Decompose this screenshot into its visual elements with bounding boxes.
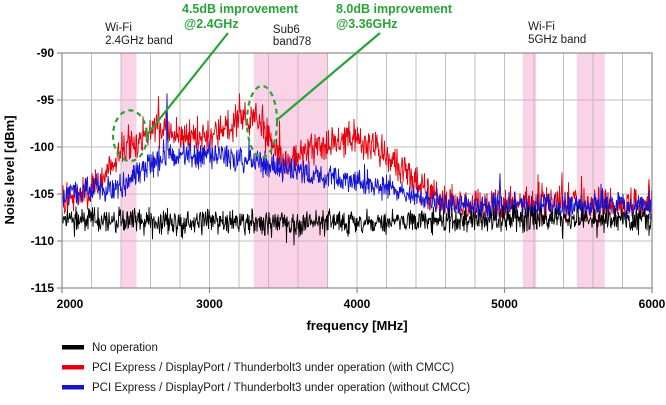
x-tick-label: 5000 [491, 297, 518, 311]
band-label: band78 [273, 36, 311, 48]
x-tick-label: 4000 [344, 297, 371, 311]
band-label: Wi-Fi [528, 21, 555, 33]
y-tick-label: -115 [31, 281, 55, 295]
legend-swatch [62, 345, 84, 350]
band-label: 5GHz band [528, 34, 586, 46]
y-tick-label: -90 [37, 46, 55, 60]
y-tick-label: -110 [31, 234, 55, 248]
annotation-text-line1: 8.0dB improvement [336, 2, 453, 16]
highlight-ellipse [111, 109, 149, 163]
annotation-text-line2: @3.36GHz [336, 17, 398, 31]
annotation-text-line2: @2.4GHz [184, 17, 239, 31]
legend-swatch [62, 385, 84, 390]
annotation-layer [111, 32, 381, 163]
legend-swatch [62, 365, 84, 370]
frequency-band-highlight [576, 53, 605, 288]
annotation-improvement-3_36ghz: 8.0dB improvement @3.36GHz [336, 2, 453, 31]
y-axis-title: Noise level [dBm] [2, 115, 17, 224]
annotation-pointer-line-3_36ghz [277, 32, 381, 120]
x-tick-label: 6000 [639, 297, 666, 311]
legend: No operation PCI Express / DisplayPort / … [62, 342, 470, 394]
frequency-band-highlight [522, 53, 537, 288]
trace-layer [61, 93, 653, 246]
annotation-improvement-2_4ghz: 4.5dB improvement @2.4GHz [182, 2, 299, 31]
x-tick-label: 3000 [196, 297, 223, 311]
x-axis-title: frequency [MHz] [306, 318, 407, 333]
y-tick-label: -100 [30, 140, 54, 154]
annotation-text-line1: 4.5dB improvement [182, 2, 299, 16]
band-label: Wi-Fi [105, 22, 132, 34]
legend-label: No operation [92, 342, 158, 354]
highlight-ellipse [245, 84, 279, 159]
legend-label: PCI Express / DisplayPort / Thunderbolt3… [92, 362, 454, 374]
trace-without_cmcc [61, 93, 653, 221]
y-tick-label: -105 [30, 187, 54, 201]
shaded-band-layer [121, 53, 605, 288]
annotation-pointer-line-2_4ghz [145, 32, 229, 137]
grid-layer [62, 53, 652, 288]
y-tick-label: -95 [37, 93, 55, 107]
legend-label: PCI Express / DisplayPort / Thunderbolt3… [92, 382, 470, 394]
trace-no_operation [61, 204, 653, 246]
band-label: Sub6 [273, 24, 300, 36]
x-tick-label: 2000 [57, 297, 84, 311]
band-label: 2.4GHz band [105, 35, 173, 47]
